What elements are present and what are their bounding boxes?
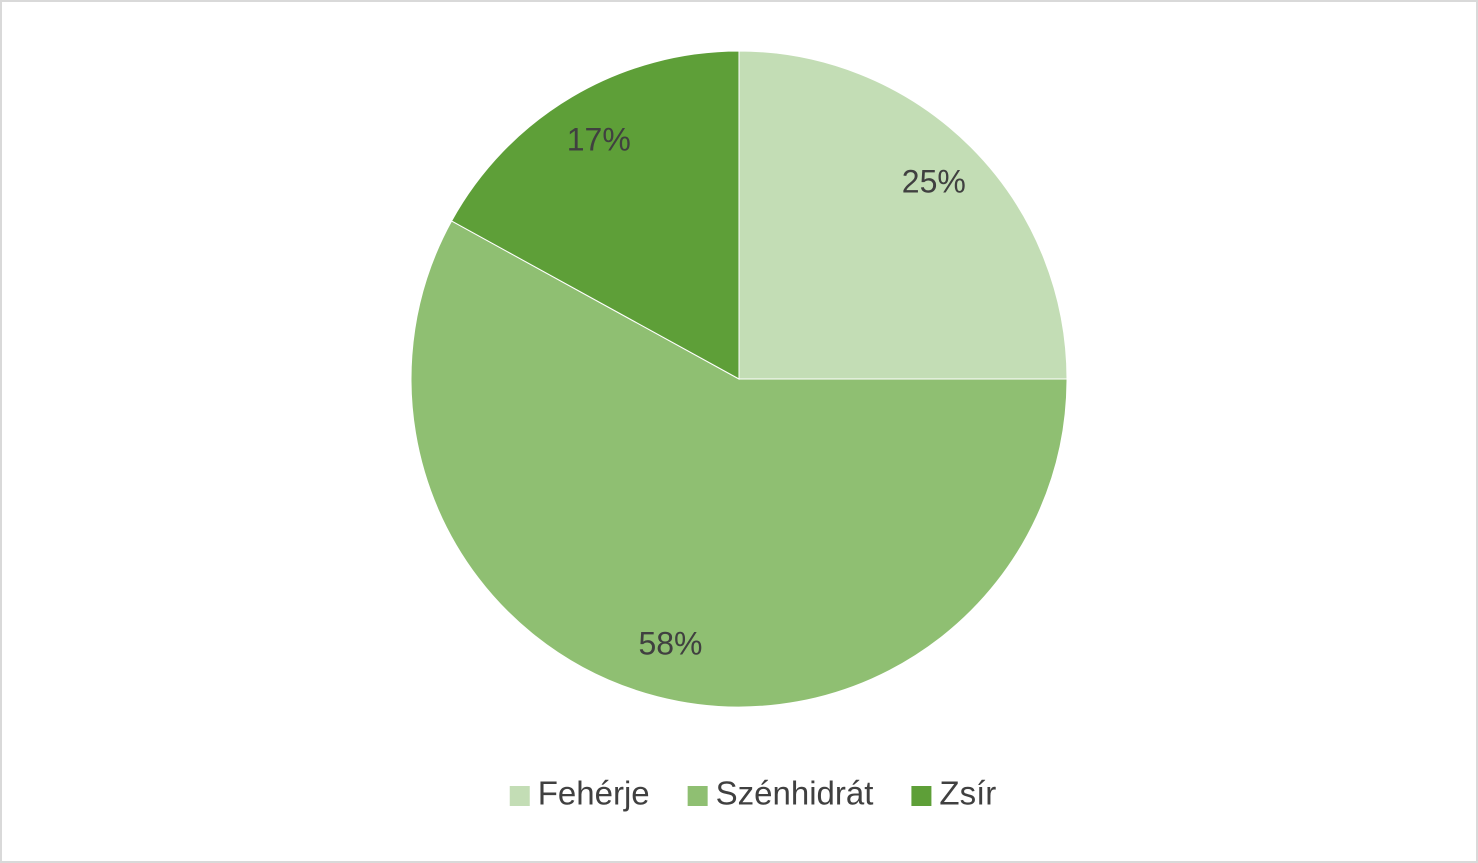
legend-swatch: [509, 786, 530, 806]
legend-swatch: [911, 786, 932, 806]
legend: Fehérje Szénhidrát Zsír: [509, 775, 996, 812]
data-label: 25%: [902, 164, 966, 200]
legend-label: Fehérje: [538, 775, 650, 812]
pie-slice: [450, 50, 740, 380]
pie-slice: [738, 50, 1068, 380]
legend-label: Zsír: [939, 775, 996, 812]
data-label: 58%: [638, 625, 702, 661]
pie: 25% 58% 17%: [410, 50, 1068, 708]
legend-label: Szénhidrát: [716, 775, 874, 812]
legend-swatch: [687, 786, 708, 806]
pie-slice: [410, 220, 1068, 708]
data-label: 17%: [567, 121, 631, 157]
